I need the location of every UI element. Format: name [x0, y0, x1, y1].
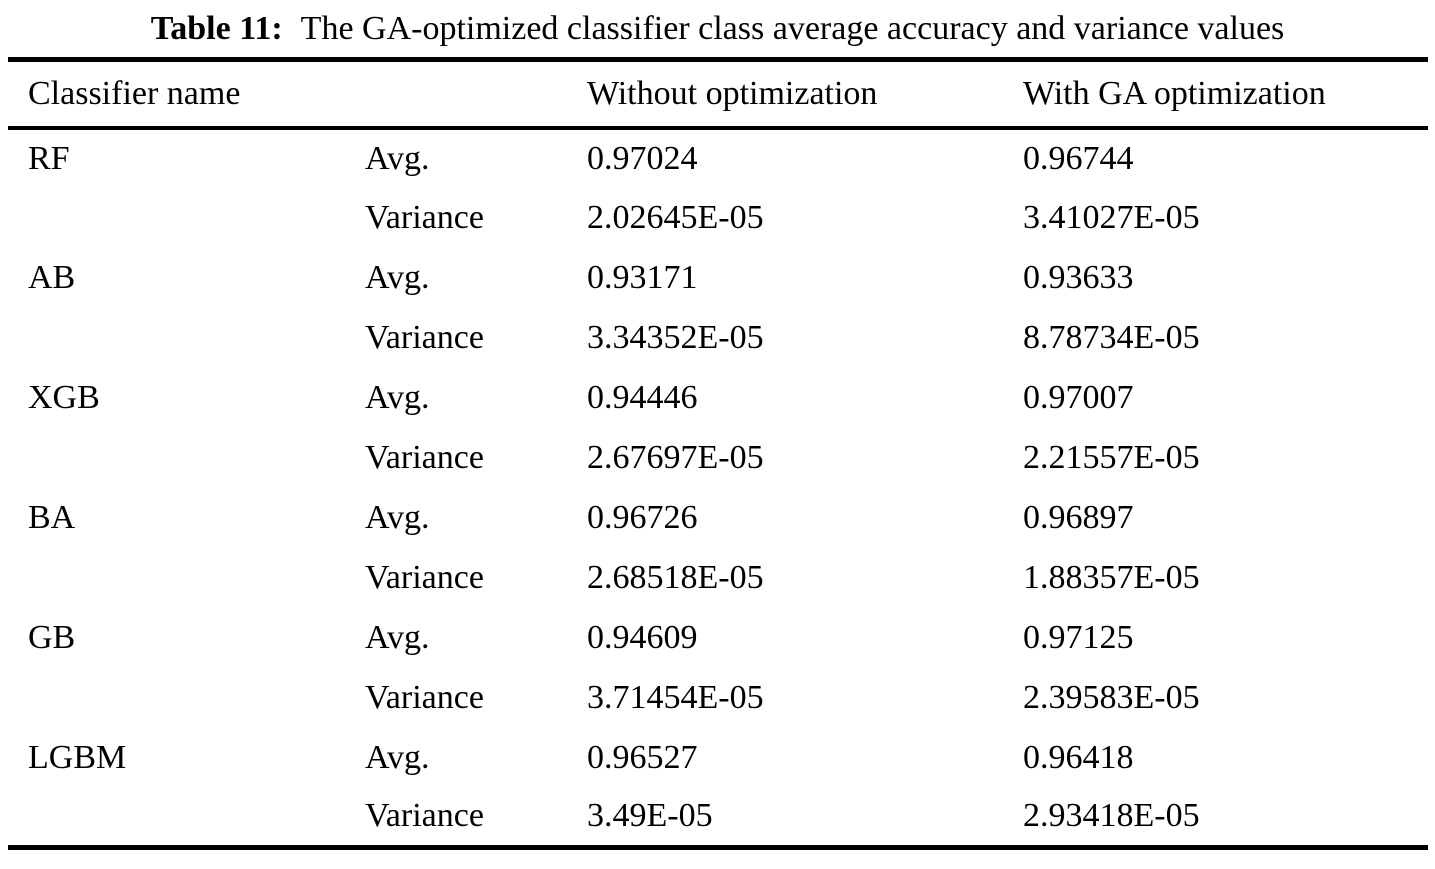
cell-without: 0.93171: [587, 258, 698, 296]
cell-without: 0.97024: [587, 139, 698, 177]
cell-with-ga: 1.88357E-05: [1023, 558, 1200, 596]
cell-metric: Avg.: [365, 258, 430, 296]
cell-with-ga: 8.78734E-05: [1023, 318, 1200, 356]
table-caption: Table 11: The GA-optimized classifier cl…: [0, 0, 1435, 57]
cell-without: 3.49E-05: [587, 797, 713, 835]
cell-classifier: XGB: [28, 378, 100, 416]
table-row: RF Avg. 0.97024 0.96744: [8, 128, 1428, 188]
cell-without: 0.96726: [587, 498, 698, 536]
cell-without: 2.02645E-05: [587, 198, 764, 236]
cell-with-ga: 2.39583E-05: [1023, 678, 1200, 716]
cell-metric: Avg.: [365, 498, 430, 536]
table-caption-text: The GA-optimized classifier class averag…: [300, 9, 1285, 47]
cell-with-ga: 0.97007: [1023, 378, 1134, 416]
header-row: Classifier name Without optimization Wit…: [8, 60, 1428, 128]
cell-metric: Avg.: [365, 618, 430, 656]
cell-with-ga: 3.41027E-05: [1023, 198, 1200, 236]
cell-with-ga: 0.96897: [1023, 498, 1134, 536]
cell-with-ga: 0.93633: [1023, 258, 1134, 296]
column-header-classifier-name: Classifier name: [28, 74, 241, 112]
table-row: Variance 2.67697E-05 2.21557E-05: [8, 428, 1428, 488]
cell-without: 0.96527: [587, 738, 698, 776]
cell-with-ga: 2.93418E-05: [1023, 797, 1200, 835]
cell-classifier: [8, 308, 365, 368]
cell-metric: Variance: [365, 318, 484, 356]
table-row: LGBM Avg. 0.96527 0.96418: [8, 728, 1428, 788]
cell-metric: Avg.: [365, 378, 430, 416]
table-caption-label: Table 11:: [150, 9, 283, 47]
table-row: BA Avg. 0.96726 0.96897: [8, 488, 1428, 548]
cell-metric: Variance: [365, 558, 484, 596]
cell-without: 0.94446: [587, 378, 698, 416]
cell-without: 2.67697E-05: [587, 438, 764, 476]
cell-metric: Variance: [365, 438, 484, 476]
cell-classifier: [8, 668, 365, 728]
cell-metric: Avg.: [365, 738, 430, 776]
cell-with-ga: 0.96744: [1023, 139, 1134, 177]
table-row: XGB Avg. 0.94446 0.97007: [8, 368, 1428, 428]
cell-classifier: AB: [28, 258, 76, 296]
cell-classifier: [8, 788, 365, 848]
table-row: Variance 3.49E-05 2.93418E-05: [8, 788, 1428, 848]
cell-metric: Avg.: [365, 139, 430, 177]
cell-classifier: [8, 188, 365, 248]
cell-with-ga: 0.96418: [1023, 738, 1134, 776]
table-row: Variance 2.68518E-05 1.88357E-05: [8, 548, 1428, 608]
cell-without: 2.68518E-05: [587, 558, 764, 596]
cell-classifier: GB: [28, 618, 76, 656]
results-table: Classifier name Without optimization Wit…: [8, 57, 1428, 850]
table-row: Variance 2.02645E-05 3.41027E-05: [8, 188, 1428, 248]
cell-metric: Variance: [365, 797, 484, 835]
column-header-without-optimization: Without optimization: [587, 74, 878, 112]
cell-classifier: BA: [28, 498, 76, 536]
column-header-with-ga-optimization: With GA optimization: [1023, 74, 1326, 112]
cell-with-ga: 2.21557E-05: [1023, 438, 1200, 476]
cell-classifier: RF: [28, 139, 70, 177]
cell-without: 3.71454E-05: [587, 678, 764, 716]
cell-metric: Variance: [365, 198, 484, 236]
cell-classifier: [8, 548, 365, 608]
cell-classifier: LGBM: [28, 738, 127, 776]
cell-without: 0.94609: [587, 618, 698, 656]
cell-metric: Variance: [365, 678, 484, 716]
table-row: Variance 3.71454E-05 2.39583E-05: [8, 668, 1428, 728]
cell-without: 3.34352E-05: [587, 318, 764, 356]
table-row: AB Avg. 0.93171 0.93633: [8, 248, 1428, 308]
cell-with-ga: 0.97125: [1023, 618, 1134, 656]
cell-classifier: [8, 428, 365, 488]
table-row: Variance 3.34352E-05 8.78734E-05: [8, 308, 1428, 368]
table-row: GB Avg. 0.94609 0.97125: [8, 608, 1428, 668]
